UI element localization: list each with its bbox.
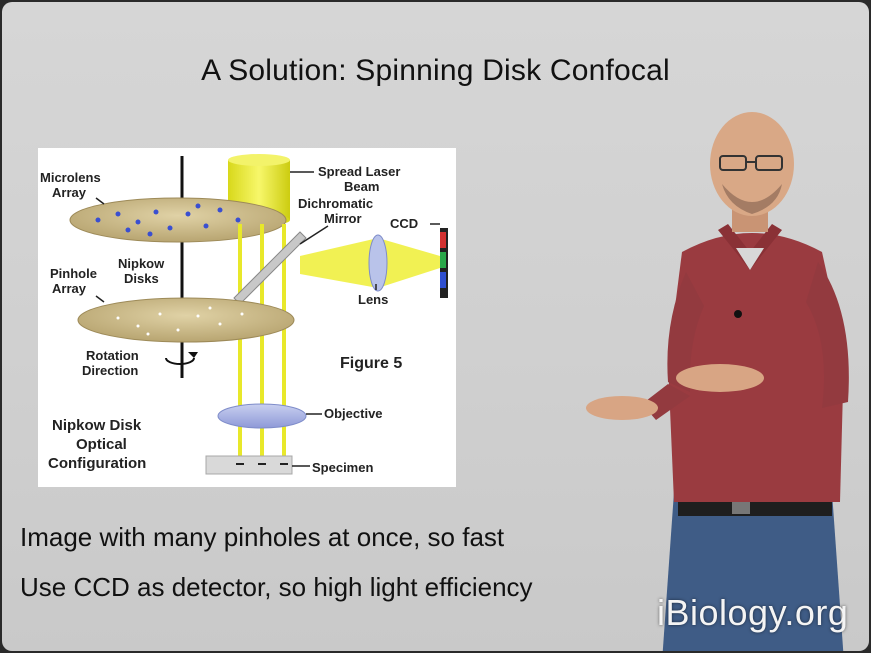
label-nipkow-disks: Nipkow Disks (118, 256, 168, 286)
dichromatic-mirror (233, 231, 307, 305)
bullet-2: Use CCD as detector, so high light effic… (20, 572, 533, 602)
label-rotation: Rotation Direction (82, 348, 142, 378)
right-hand (676, 364, 764, 392)
shirt (668, 233, 844, 502)
objective-lens (217, 403, 307, 429)
slide-title: A Solution: Spinning Disk Confocal (201, 54, 670, 87)
label-figure-number: Figure 5 (340, 355, 402, 372)
label-configuration: Nipkow Disk Optical Configuration (48, 417, 146, 472)
label-specimen: Specimen (312, 460, 373, 475)
head (710, 112, 794, 216)
specimen-slide (205, 455, 293, 475)
label-lens: Lens (358, 292, 388, 307)
jeans (662, 492, 844, 651)
microlens-disk (69, 197, 287, 243)
label-laser: Spread Laser Beam (318, 164, 404, 194)
nipkow-disk-figure: Microlens Array Pinhole Array Nipkow Dis… (38, 148, 456, 487)
label-mirror: Dichromatic Mirror (298, 196, 377, 226)
left-hand (586, 396, 658, 420)
lens (368, 234, 388, 292)
presenter (582, 102, 869, 651)
label-microlens: Microlens Array (40, 170, 104, 200)
label-pinhole: Pinhole Array (50, 266, 101, 296)
bullet-1: Image with many pinholes at once, so fas… (20, 522, 505, 552)
label-objective: Objective (324, 406, 383, 421)
label-ccd: CCD (390, 216, 418, 231)
ibiology-watermark: iBiology.org (657, 592, 849, 633)
pinhole-disk (77, 297, 295, 343)
